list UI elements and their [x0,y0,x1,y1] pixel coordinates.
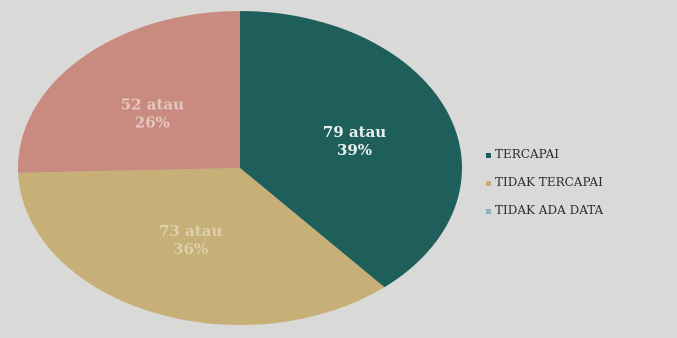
slice-label-3-line-2: 26% [135,113,170,131]
slice-label-3-line-1: 52 atau [121,95,184,113]
legend-marker-1 [486,153,491,158]
pie-slice-2 [18,168,385,325]
slice-label-2-line-2: 36% [173,240,208,258]
slice-label-1-line-2: 39% [337,141,372,159]
legend-marker-2 [486,181,491,186]
pie-slice-3 [17,11,240,173]
legend-label-2: TIDAK TERCAPAI [495,175,603,189]
slice-label-1-line-1: 79 atau [323,123,386,141]
legend-marker-3 [486,209,491,214]
slice-label-2-line-1: 73 atau [159,222,222,240]
pie-slice-1 [240,11,462,288]
legend-label-3: TIDAK ADA DATA [495,203,604,217]
legend-label-1: TERCAPAI [495,147,559,161]
